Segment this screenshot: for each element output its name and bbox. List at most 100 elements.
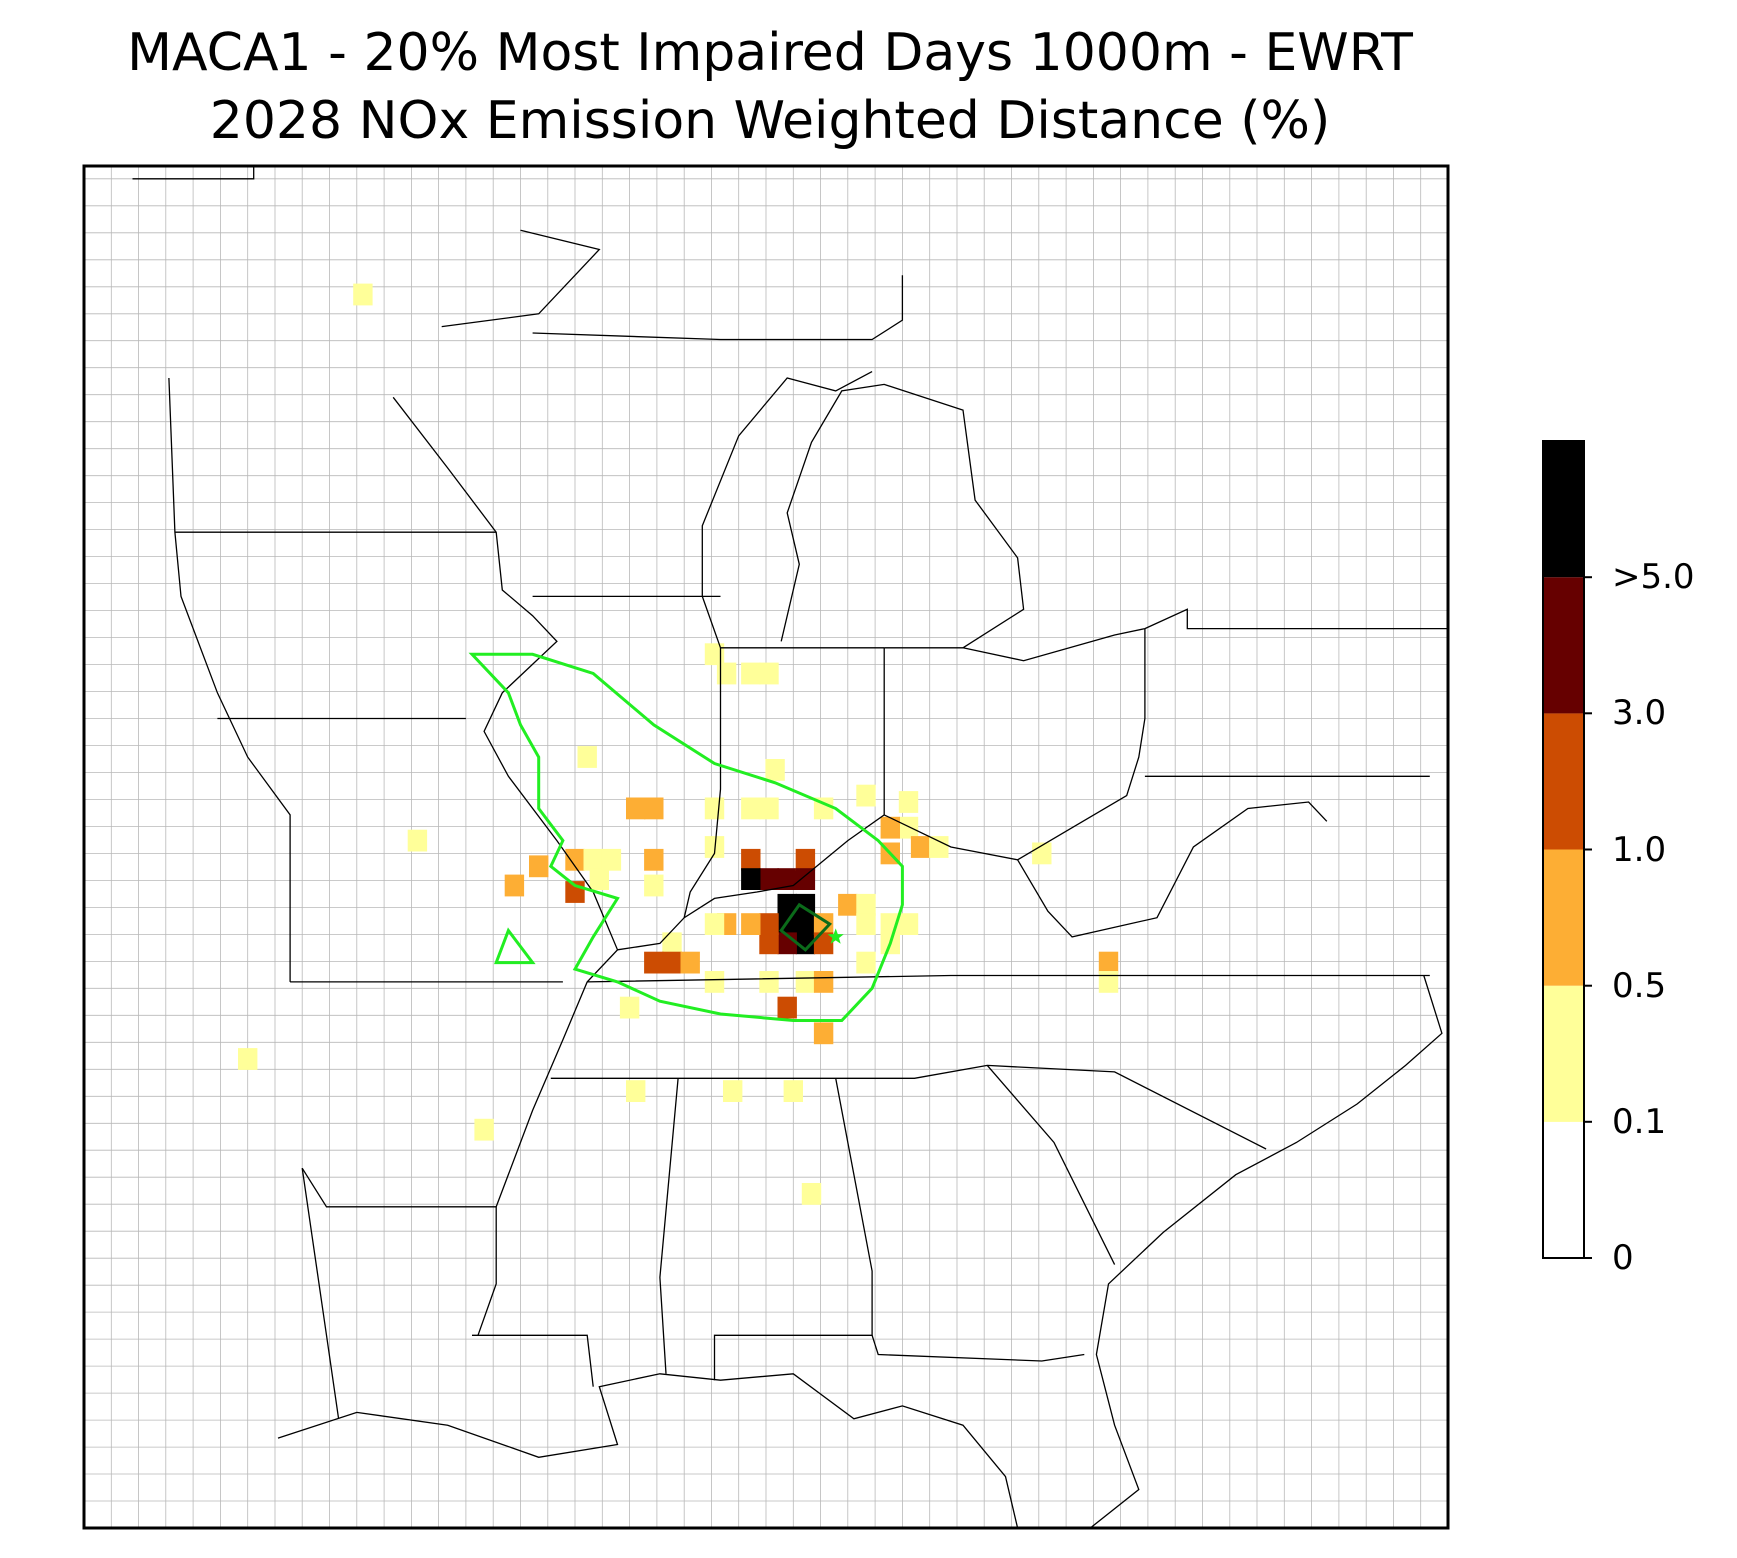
state-boundary (301, 1168, 340, 1419)
colorbar-tick-label: >5.0 (1612, 557, 1695, 597)
map-title-line-1: MACA1 - 20% Most Impaired Days 1000m - E… (127, 23, 1413, 83)
contribution-cell (759, 662, 779, 685)
contribution-cell (898, 913, 919, 935)
contribution-cell (813, 1022, 834, 1045)
contribution-cell (504, 874, 525, 897)
contribution-cell (626, 797, 646, 820)
state-boundary (392, 396, 619, 1336)
contribution-cell (1098, 951, 1119, 974)
colorbar-swatch (1543, 441, 1584, 578)
state-boundary (472, 1334, 594, 1387)
contribution-cell (529, 855, 549, 878)
colorbar (1542, 440, 1592, 1259)
contribution-cell (474, 1118, 494, 1141)
inner-contour (779, 902, 833, 952)
state-boundaries (132, 166, 1448, 1528)
colorbar-tick-label: 0.1 (1612, 1102, 1667, 1142)
contribution-cell (704, 971, 725, 993)
outer-contour (468, 652, 904, 1022)
state-boundary (1089, 975, 1443, 1528)
contribution-cell (741, 797, 761, 820)
contours (468, 652, 904, 1022)
state-boundary (986, 1064, 1116, 1265)
contribution-cell (929, 836, 949, 858)
colorbar-tick-label: 3.0 (1612, 693, 1667, 733)
contribution-cell (716, 662, 737, 685)
contribution-cell (680, 951, 700, 974)
colorbar-tick-label: 0.5 (1612, 966, 1667, 1006)
state-boundary (701, 371, 873, 649)
contribution-cell (765, 759, 785, 781)
contribution-cell (801, 1183, 822, 1205)
state-boundary (1144, 608, 1448, 630)
contribution-cell (704, 913, 725, 935)
contribution-cell (783, 1080, 803, 1102)
contribution-cell (741, 868, 761, 890)
state-boundary (132, 166, 255, 180)
colorbar-swatch (1543, 985, 1584, 1122)
contribution-cell (777, 868, 797, 890)
contribution-cell (741, 913, 761, 935)
contribution-cell (662, 932, 682, 955)
state-boundary (871, 1335, 1085, 1362)
state-boundary (883, 628, 1146, 861)
contribution-cell (1098, 971, 1119, 993)
contribution-cell (795, 848, 816, 871)
colorbar-tick-label: 1.0 (1612, 830, 1667, 870)
contribution-cell (777, 996, 797, 1019)
contribution-cell (898, 816, 919, 839)
state-boundary (683, 647, 722, 918)
state-boundary (659, 1078, 679, 1374)
contribution-cell (856, 951, 876, 974)
contribution-cell (565, 848, 585, 871)
contribution-cell (741, 662, 761, 685)
contribution-cell (741, 848, 761, 871)
state-boundary (617, 647, 885, 951)
contribution-cell (795, 868, 816, 890)
state-boundary (780, 383, 1025, 649)
state-boundary (587, 974, 1430, 983)
colorbar-swatch (1543, 713, 1584, 850)
contribution-cell (880, 816, 900, 839)
state-boundary (532, 275, 904, 341)
contribution-cell (723, 1080, 743, 1102)
state-boundary (1017, 801, 1328, 938)
contribution-cell (704, 797, 725, 820)
state-boundary (884, 627, 1146, 662)
contribution-cell (838, 893, 858, 916)
colorbar-swatch (1543, 577, 1584, 714)
contribution-cell (856, 913, 876, 935)
map-frame (82, 164, 1450, 1530)
state-boundary (301, 1167, 497, 1208)
contribution-cell (704, 643, 725, 666)
contribution-cell (813, 797, 834, 820)
site-star-icon (827, 928, 844, 944)
contribution-cell (626, 1080, 646, 1102)
contribution-cell (662, 951, 682, 974)
contribution-cell (583, 848, 603, 871)
contribution-cell (238, 1048, 258, 1070)
contribution-cell (813, 971, 834, 993)
contribution-cell (353, 283, 373, 306)
contribution-cell (910, 836, 931, 858)
state-boundary (168, 377, 291, 982)
colorbar-swatch (1543, 1121, 1584, 1258)
contribution-cell (577, 746, 597, 768)
contribution-cell (407, 829, 428, 852)
contribution-cell (777, 893, 797, 916)
contribution-cell (644, 797, 664, 820)
contribution-cell (795, 913, 816, 935)
contribution-cell (589, 868, 609, 890)
state-boundary (550, 1064, 1267, 1150)
small-contour (494, 927, 536, 965)
contribution-cell (898, 791, 919, 813)
contribution-cell (759, 932, 779, 955)
contribution-cell (759, 971, 779, 993)
colorbar-tick-label: 0 (1612, 1238, 1634, 1278)
contribution-cell (759, 868, 779, 890)
contribution-cell (759, 913, 779, 935)
map-title-line-2: 2028 NOx Emission Weighted Distance (%) (209, 91, 1331, 151)
contribution-cell (795, 932, 816, 955)
contribution-cell (759, 797, 779, 820)
